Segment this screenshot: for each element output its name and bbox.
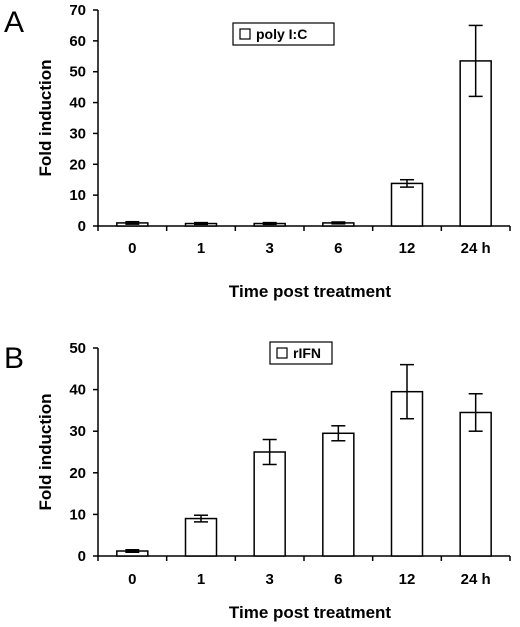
panel-a-y-tick-label: 30 [69,125,86,142]
panel-a-bar [390,182,424,227]
panel-b-chart: B 0 10 20 30 40 50 0 1 3 6 12 24 h Time post treatmen… [4,340,511,622]
panel-b-x-tick-label: 1 [197,571,205,588]
panel-b-bar [253,451,286,557]
panel-a-legend: poly I:C [232,22,335,46]
panel-b-x-tick-label: 24 h [461,571,491,588]
panel-a-x-tick-label: 0 [128,240,136,257]
panel-b-x-tick-label: 0 [128,571,136,588]
panel-b-letter: B [4,342,24,375]
panel-b-y-tick-label: 10 [69,506,86,523]
panel-b-y-tick-label: 30 [69,423,86,440]
panel-a-y-axis-title: Fold induction [36,59,55,176]
panel-a-y-tick-label: 40 [69,95,86,112]
panel-b-bar [184,517,218,557]
panel-a-y-tick-label: 60 [69,33,86,50]
panel-b-x-tick-label: 12 [399,571,416,588]
panel-b-legend-label: rIFN [293,345,321,361]
panel-a-y-tick-label: 70 [69,2,86,19]
panel-a-x-axis-title: Time post treatment [229,282,392,301]
panel-a-y-tick-label: 10 [69,187,86,204]
panel-a-chart: A 0 10 20 30 40 50 60 70 0 1 3 6 12 24 h Time post trea… [4,2,511,301]
panel-a-legend-box [232,22,335,46]
panel-b-x-tick-label: 3 [265,571,273,588]
panel-a-x-tick-label: 1 [197,240,205,257]
panel-a-x-tick-label: 3 [265,240,273,257]
panel-a-x-tick-label: 6 [334,240,342,257]
panel-b-bar [459,411,492,557]
panel-b-y-tick-label: 20 [69,465,86,482]
panel-b-legend: rIFN [269,341,333,365]
panel-a-x-tick-label: 12 [399,240,416,257]
panel-a-legend-label: poly I:C [256,26,307,42]
panel-a-x-tick-label: 24 h [461,240,491,257]
panel-a-legend-swatch [239,28,251,40]
panel-b-x-axis-title: Time post treatment [229,603,392,622]
panel-b-y-tick-label: 40 [69,382,86,399]
panel-b-bar [322,432,355,557]
panel-a-letter: A [4,6,24,39]
panel-b-legend-swatch [276,347,288,359]
panel-b-y-tick-label: 50 [69,340,86,357]
panel-b-y-tick-label: 0 [78,548,86,565]
panel-b-y-axis-title: Fold induction [36,393,55,510]
panel-a-y-tick-label: 50 [69,64,86,81]
panel-a-y-tick-label: 0 [78,218,86,235]
panel-a-y-tick-label: 20 [69,156,86,173]
panel-b-x-tick-label: 6 [334,571,342,588]
